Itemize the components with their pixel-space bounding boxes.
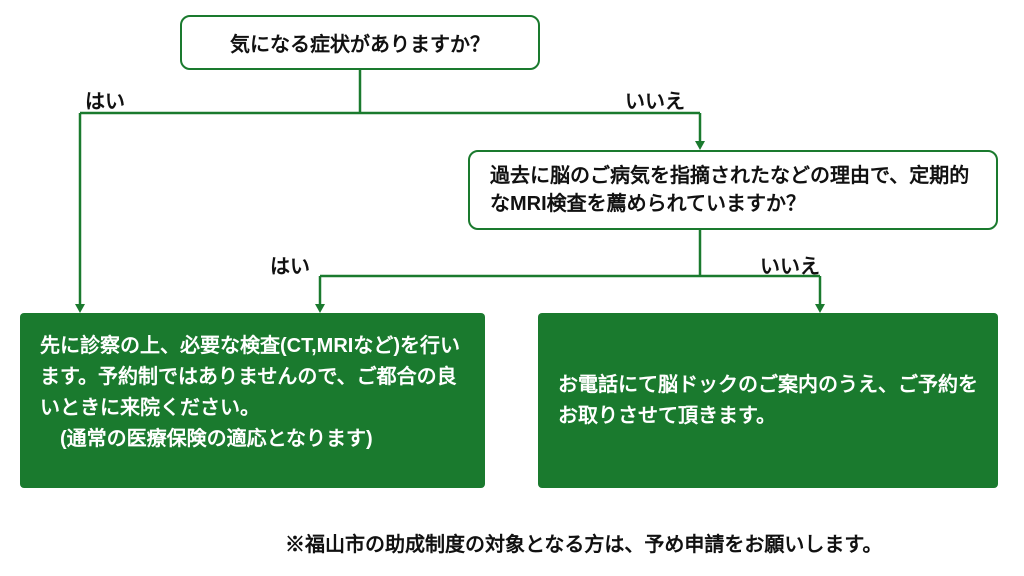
result-consultation: 先に診察の上、必要な検査(CT,MRIなど)を行います。予約制ではありませんので… <box>20 313 485 488</box>
result-phone: お電話にて脳ドックのご案内のうえ、ご予約をお取りさせて頂きます。 <box>538 313 998 488</box>
label-q1-no: いいえ <box>625 85 685 114</box>
footnote: ※福山市の助成制度の対象となる方は、予め申請をお願いします。 <box>285 528 882 557</box>
result-consultation-text: 先に診察の上、必要な検査(CT,MRIなど)を行います。予約制ではありませんので… <box>40 331 465 455</box>
label-q2-yes: はい <box>270 250 310 279</box>
arrowhead-q1-yes-v <box>75 304 85 313</box>
label-q1-yes: はい <box>85 85 125 114</box>
arrowhead-q1-no-v <box>695 141 705 150</box>
arrowhead-q2-no-v <box>815 304 825 313</box>
question-2: 過去に脳のご病気を指摘されたなどの理由で、定期的なMRI検査を薦められていますか… <box>468 150 998 230</box>
question-1-text: 気になる症状がありますか？ <box>230 28 490 57</box>
flowchart-connectors <box>0 0 1024 576</box>
arrowhead-q2-yes-v <box>315 304 325 313</box>
question-1: 気になる症状がありますか？ <box>180 15 540 70</box>
label-q2-no: いいえ <box>760 250 820 279</box>
result-phone-text: お電話にて脳ドックのご案内のうえ、ご予約をお取りさせて頂きます。 <box>558 370 978 432</box>
question-2-text: 過去に脳のご病気を指摘されたなどの理由で、定期的なMRI検査を薦められていますか… <box>490 162 976 218</box>
